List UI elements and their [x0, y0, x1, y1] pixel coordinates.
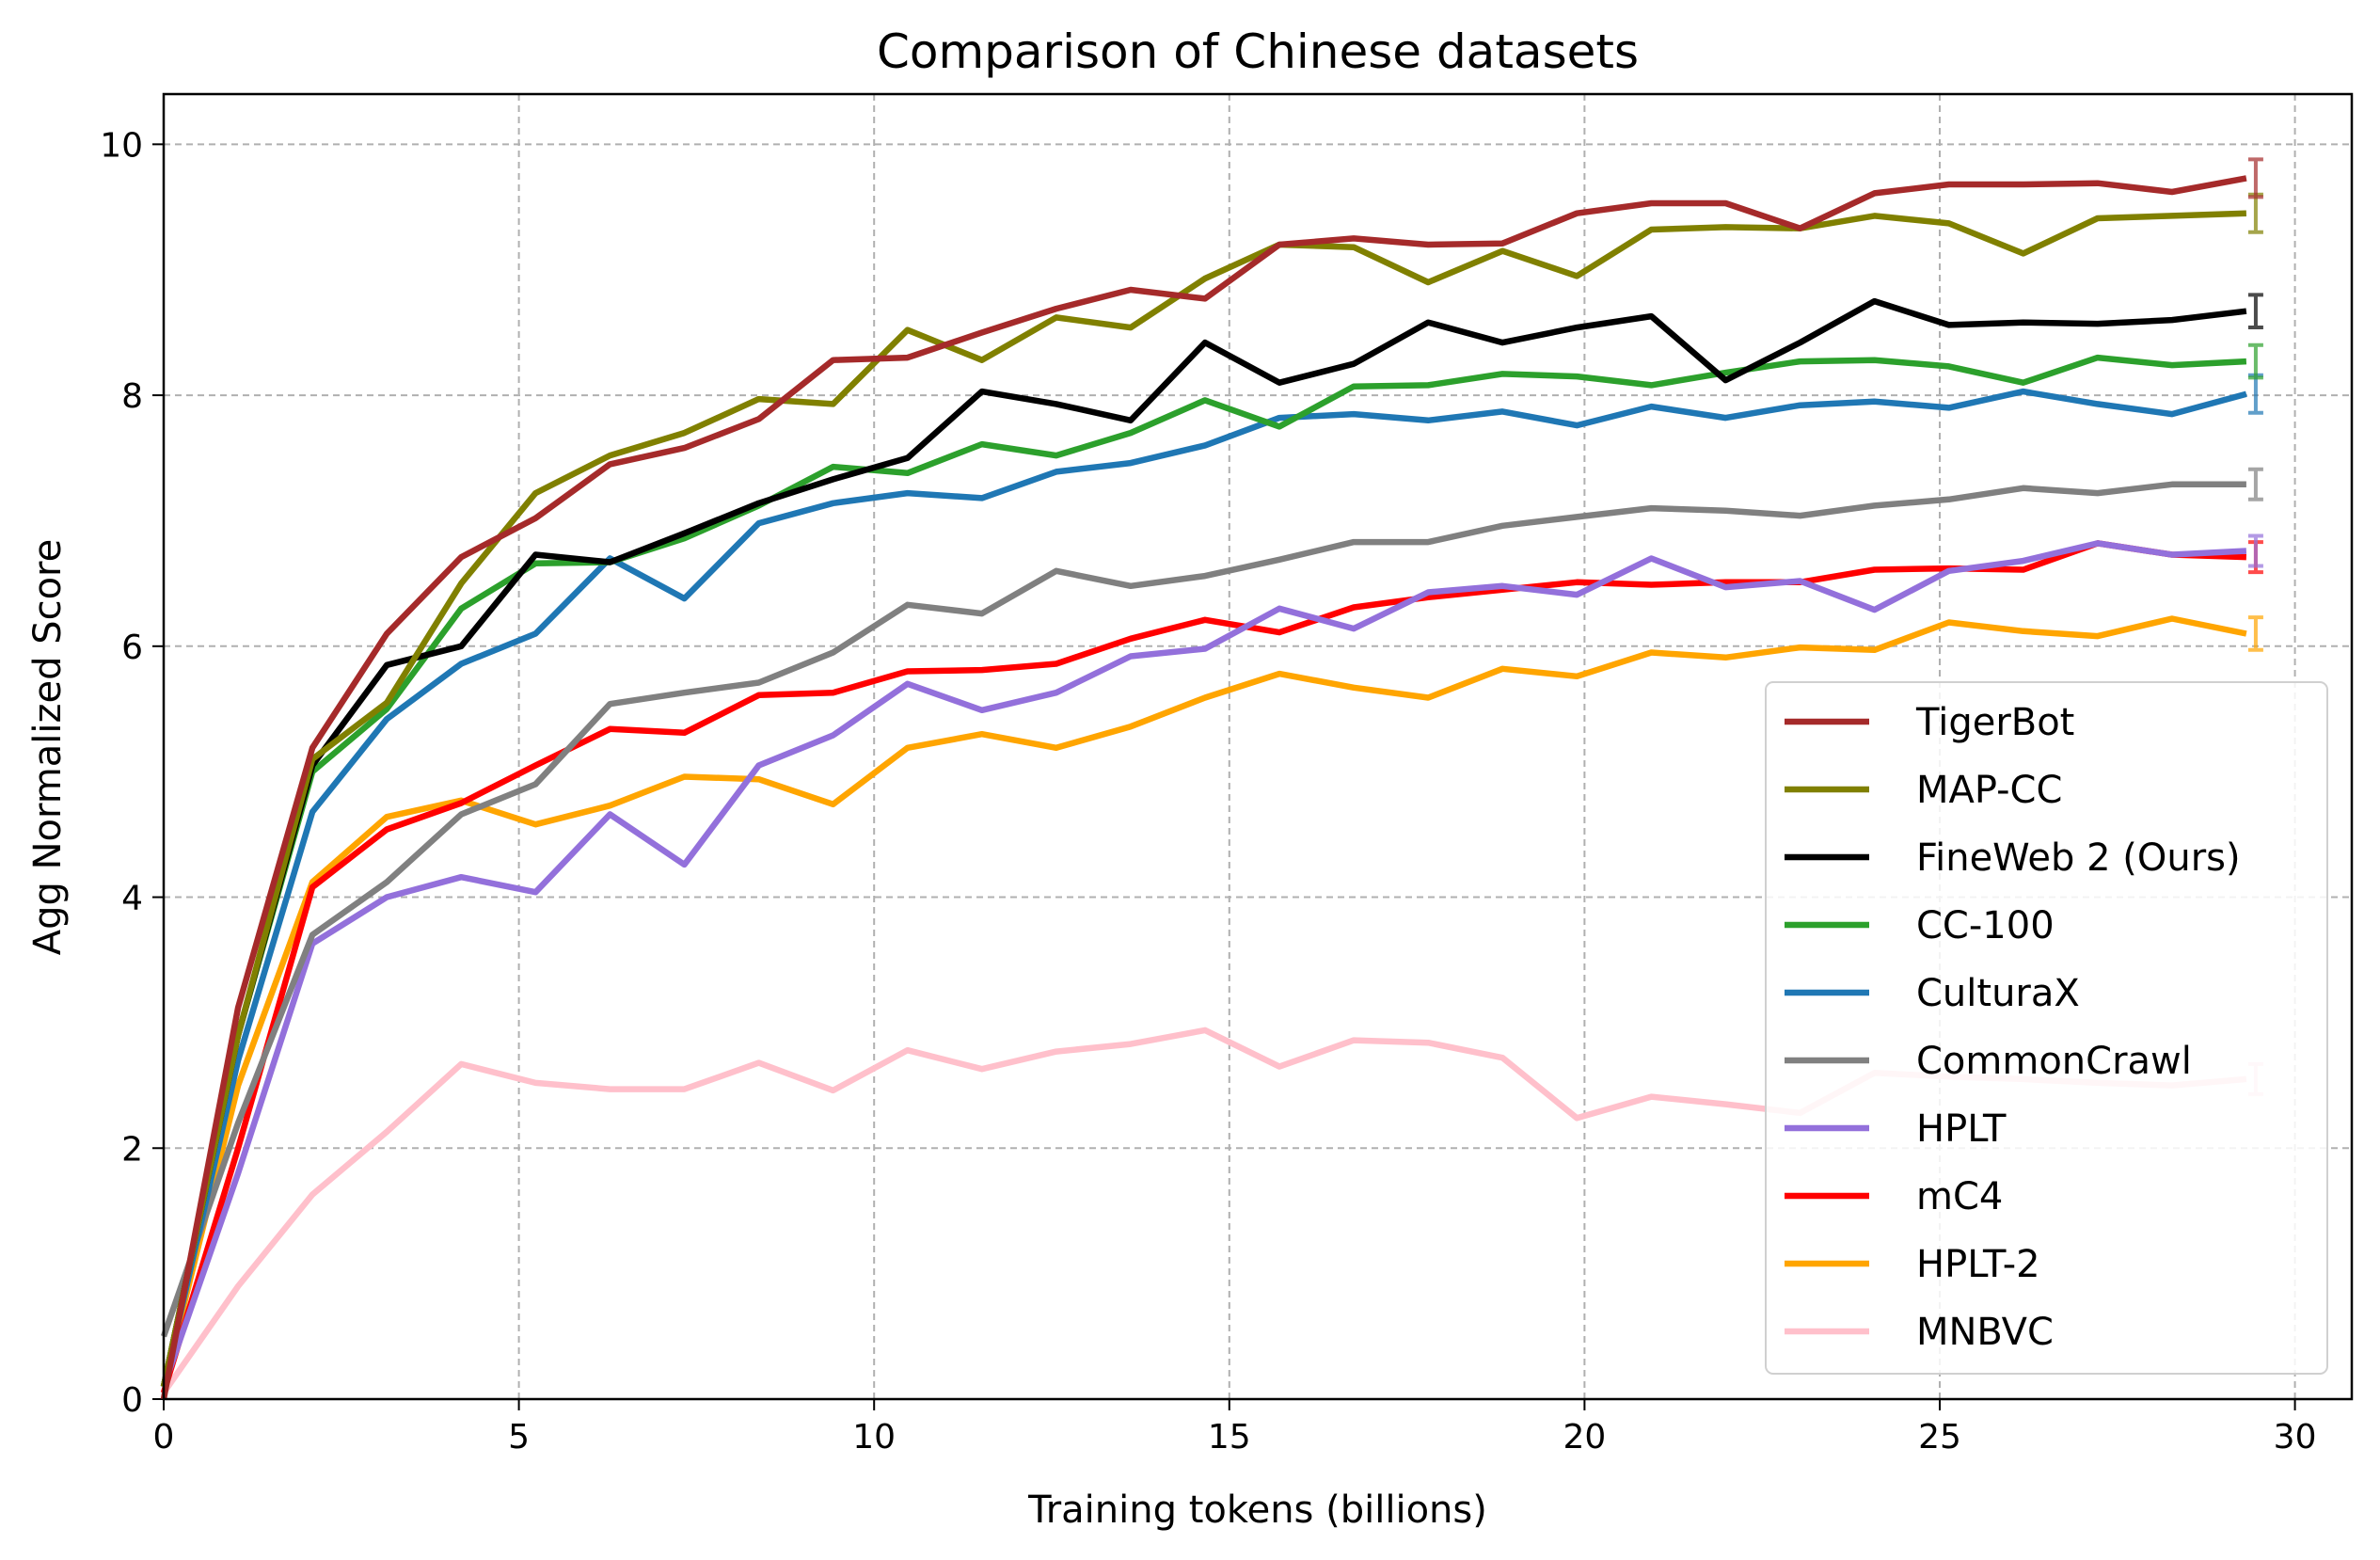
error-bar — [2247, 192, 2263, 234]
series-line — [160, 297, 2247, 1388]
x-tick-label: 30 — [2274, 1418, 2317, 1457]
legend-label: MNBVC — [1916, 1311, 2054, 1354]
legend-label: FineWeb 2 (Ours) — [1916, 836, 2241, 880]
series-line — [160, 354, 2247, 1388]
x-axis-label: Training tokens (billions) — [1027, 1488, 1487, 1532]
legend: TigerBot MAP-CC FineWeb 2 (Ours) CC-100 Cult… — [1765, 681, 2328, 1375]
legend-label: mC4 — [1916, 1175, 2003, 1218]
legend-label: HPLT-2 — [1916, 1243, 2040, 1286]
x-tick-label: 5 — [508, 1418, 530, 1457]
series-line — [160, 615, 2247, 1388]
y-tick-label: 2 — [121, 1130, 143, 1169]
error-bar — [2247, 293, 2263, 330]
legend-label: TigerBot — [1915, 701, 2074, 744]
legend-label: CulturaX — [1916, 972, 2080, 1015]
chart-title: Comparison of Chinese datasets — [877, 24, 1639, 79]
y-tick-label: 0 — [121, 1381, 143, 1420]
error-bar — [2247, 467, 2263, 501]
series-line — [160, 210, 2247, 1388]
legend-label: CC-100 — [1916, 904, 2055, 947]
error-bar — [2247, 533, 2263, 568]
series-line — [160, 175, 2247, 1400]
error-bar — [2247, 373, 2263, 415]
series-line — [160, 388, 2247, 1388]
series-line — [160, 481, 2246, 1338]
legend-box — [1765, 681, 2328, 1375]
error-bar — [2247, 342, 2263, 380]
y-tick-label: 4 — [121, 880, 143, 918]
legend-label: MAP-CC — [1916, 769, 2062, 812]
x-tick-label: 25 — [1918, 1418, 1961, 1457]
series-lines — [160, 157, 2263, 1400]
x-tick-label: 10 — [852, 1418, 896, 1457]
y-tick-label: 10 — [100, 126, 143, 165]
plot-frame — [162, 92, 2354, 1401]
x-tick-label: 15 — [1208, 1418, 1251, 1457]
error-bar — [2247, 157, 2263, 199]
x-tick-label: 0 — [153, 1418, 175, 1457]
y-tick-label: 6 — [121, 629, 143, 667]
ticks: 0 5 10 15 20 25 30 0 2 4 6 8 10 — [100, 126, 2316, 1457]
y-tick-label: 8 — [121, 377, 143, 416]
legend-label: CommonCrawl — [1916, 1040, 2192, 1083]
error-bar — [2247, 615, 2263, 652]
series-line — [160, 540, 2247, 1388]
x-tick-label: 20 — [1563, 1418, 1606, 1457]
legend-label: HPLT — [1916, 1107, 2007, 1151]
y-axis-label: Agg Normalized Score — [26, 539, 70, 955]
series-line — [160, 540, 2247, 1394]
